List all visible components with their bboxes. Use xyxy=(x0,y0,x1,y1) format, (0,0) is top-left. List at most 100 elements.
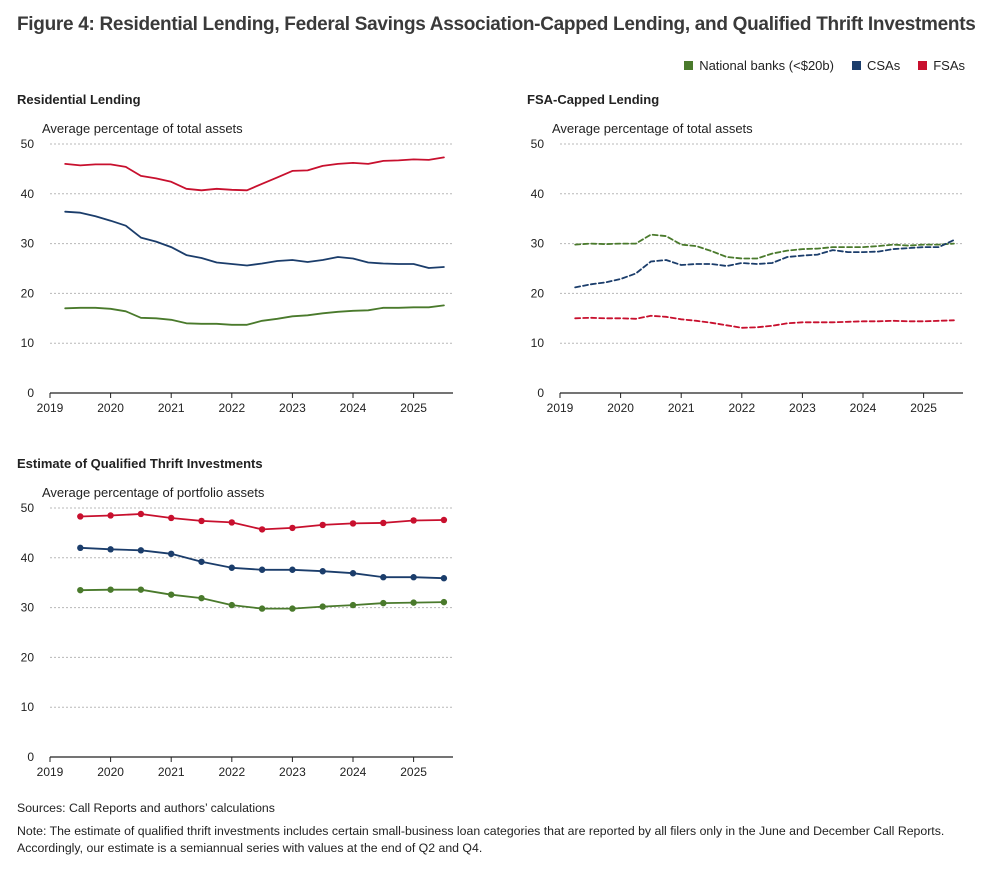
y-tick-label: 30 xyxy=(531,237,545,251)
data-point xyxy=(77,513,84,520)
data-point xyxy=(198,594,205,602)
series-line-fsas xyxy=(64,156,445,192)
data-point xyxy=(440,598,448,606)
panel-title-fsa-capped-lending: FSA-Capped Lending xyxy=(527,92,660,107)
y-tick-label: 50 xyxy=(531,137,545,151)
series-line-national-banks-20b xyxy=(574,233,955,260)
y-tick-label: 30 xyxy=(21,601,35,615)
x-tick-label: 2024 xyxy=(340,765,367,779)
legend: National banks (<$20b) CSAs FSAs xyxy=(684,58,965,73)
sources-text: Sources: Call Reports and authors’ calcu… xyxy=(17,801,275,815)
x-tick-label: 2022 xyxy=(218,401,245,415)
legend-swatch-fsas xyxy=(918,61,928,70)
series-line-csas xyxy=(574,239,955,289)
unit-label-residential-lending: Average percentage of total assets xyxy=(42,121,243,136)
series-line-csas xyxy=(79,546,445,580)
panel-title-residential-lending: Residential Lending xyxy=(17,92,141,107)
y-tick-label: 40 xyxy=(21,551,35,565)
data-point xyxy=(440,516,448,524)
data-point xyxy=(168,514,175,522)
y-tick-label: 50 xyxy=(21,137,35,151)
x-tick-label: 2025 xyxy=(400,401,427,415)
y-tick-label: 0 xyxy=(27,386,34,400)
note-line-2: Accordingly, our estimate is a semiannua… xyxy=(17,841,483,855)
x-tick-label: 2023 xyxy=(789,401,816,415)
unit-label-qualified-thrift: Average percentage of portfolio assets xyxy=(42,485,265,500)
legend-item-fsas: FSAs xyxy=(918,58,965,73)
legend-swatch-national-banks xyxy=(684,61,694,70)
x-tick-label: 2022 xyxy=(218,765,245,779)
series-line-csas xyxy=(64,210,445,269)
unit-label-fsa-capped-lending: Average percentage of total assets xyxy=(552,121,753,136)
x-tick-label: 2023 xyxy=(279,765,306,779)
figure-title: Figure 4: Residential Lending, Federal S… xyxy=(17,14,976,35)
y-tick-label: 30 xyxy=(21,237,35,251)
data-point xyxy=(410,599,417,606)
y-tick-label: 50 xyxy=(21,501,35,515)
data-point xyxy=(319,521,326,529)
legend-swatch-csas xyxy=(851,61,861,70)
data-point xyxy=(319,568,326,575)
data-point xyxy=(289,524,296,532)
data-point xyxy=(349,570,357,577)
data-point xyxy=(289,566,296,573)
y-tick-label: 20 xyxy=(21,286,35,300)
data-point xyxy=(349,601,357,609)
data-point xyxy=(380,519,387,527)
x-tick-label: 2020 xyxy=(97,401,124,415)
data-point xyxy=(77,586,84,594)
legend-item-national-banks: National banks (<$20b) xyxy=(684,58,834,73)
data-point xyxy=(289,605,296,612)
y-tick-label: 0 xyxy=(27,750,34,764)
y-tick-label: 10 xyxy=(21,700,35,714)
x-tick-label: 2020 xyxy=(97,765,124,779)
series-line-national-banks-20b xyxy=(64,304,445,326)
x-tick-label: 2019 xyxy=(547,401,574,415)
y-tick-label: 20 xyxy=(531,286,545,300)
data-point xyxy=(198,517,205,525)
x-tick-label: 2024 xyxy=(340,401,367,415)
data-point xyxy=(137,586,145,593)
x-tick-label: 2022 xyxy=(728,401,755,415)
y-tick-label: 20 xyxy=(21,650,35,664)
data-point xyxy=(349,520,357,527)
data-point xyxy=(410,517,417,524)
x-tick-label: 2025 xyxy=(910,401,937,415)
x-tick-label: 2019 xyxy=(37,401,64,415)
x-tick-label: 2021 xyxy=(158,765,185,779)
data-point xyxy=(440,575,448,582)
x-tick-label: 2021 xyxy=(158,401,185,415)
data-point xyxy=(258,605,266,612)
panel-title-qualified-thrift: Estimate of Qualified Thrift Investments xyxy=(17,456,263,471)
legend-item-csas: CSAs xyxy=(851,58,901,73)
x-tick-label: 2023 xyxy=(279,401,306,415)
data-point xyxy=(228,564,236,571)
data-point xyxy=(107,512,114,519)
legend-label-national-banks: National banks (<$20b) xyxy=(699,58,834,73)
y-tick-label: 40 xyxy=(531,187,545,201)
data-point xyxy=(77,544,84,552)
legend-label-fsas: FSAs xyxy=(933,58,965,73)
data-point xyxy=(380,599,387,607)
data-point xyxy=(258,566,266,573)
x-tick-label: 2024 xyxy=(850,401,877,415)
data-point xyxy=(168,550,175,558)
y-tick-label: 40 xyxy=(21,187,35,201)
x-tick-label: 2020 xyxy=(607,401,634,415)
data-point xyxy=(107,586,114,593)
legend-label-csas: CSAs xyxy=(866,58,901,73)
data-point xyxy=(228,601,236,609)
data-point xyxy=(228,519,236,526)
x-tick-label: 2019 xyxy=(37,765,64,779)
series-line-fsas xyxy=(574,314,955,329)
data-point xyxy=(198,558,205,565)
data-point xyxy=(380,574,387,581)
data-point xyxy=(107,546,114,553)
data-point xyxy=(137,547,145,554)
x-tick-label: 2021 xyxy=(668,401,695,415)
data-point xyxy=(258,526,266,533)
data-point xyxy=(319,603,326,610)
